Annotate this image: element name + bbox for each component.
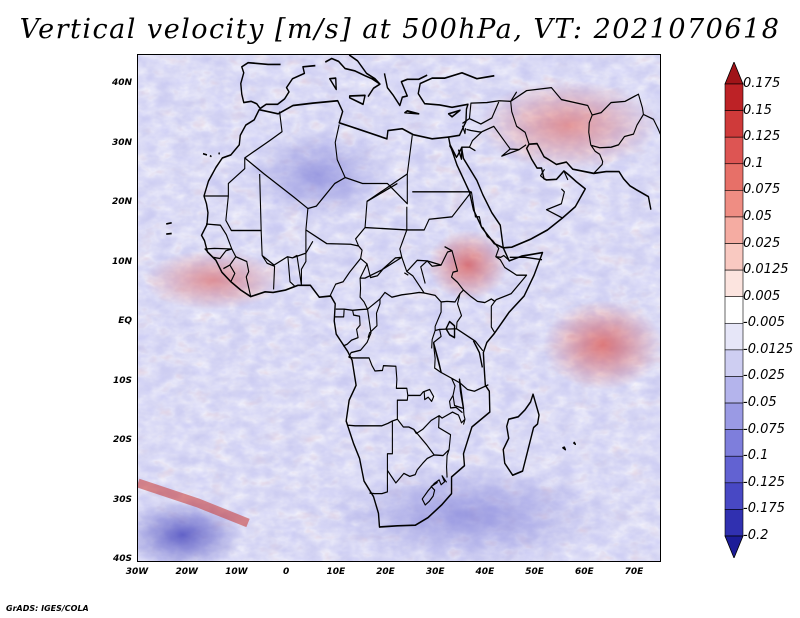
longitude-label: 20W [175,567,198,577]
latitude-label: 40N [111,78,132,88]
colorbar-segment [724,429,744,457]
colorbar-label: 0.175 [743,76,781,91]
colorbar-bottom-arrow [724,535,744,558]
colorbar-segment [724,455,744,484]
longitude-label: 50E [525,567,544,577]
colorbar-label: -0.005 [743,315,785,331]
country-borders [203,87,660,506]
colorbar-label: 0.025 [743,235,781,251]
colorbar-label: -0.175 [743,501,785,517]
colorbar-label: -0.075 [743,421,785,437]
colorbar-segment [724,322,744,351]
latitude-label: 40S [112,554,132,564]
colorbar-label: -0.025 [743,368,785,384]
longitude-label: 40E [475,567,495,577]
colorbar-label: 0.075 [743,182,781,198]
coastlines [166,55,652,528]
colorbar-segment [724,296,744,324]
ascent-area-west-africa [143,250,283,310]
colorbar-label: 0.1 [743,155,764,171]
grads-credit: GrADS: IGES/COLA [6,604,89,613]
colorbar-segment [724,190,744,218]
colorbar-label: -0.1 [743,448,769,464]
descent-area-south-indian [328,465,608,561]
colorbar-segment [724,110,744,138]
longitude-label: 0 [282,567,290,577]
colorbar-segment [724,482,744,510]
longitude-label: 60E [574,567,594,577]
latitude-label: 30N [111,137,132,148]
longitude-label: 20E [376,567,395,577]
colorbar-label: -0.0125 [743,341,794,357]
colorbar-segment [724,509,744,537]
longitude-label: 10E [326,567,346,577]
vertical-velocity-field [138,55,660,561]
colorbar-label: 0.15 [743,102,772,118]
colorbar-label: -0.125 [743,474,785,490]
colorbar-segment [724,83,744,111]
colorbar-segment [724,402,744,430]
ascent-area-indian-ocean [543,300,660,390]
map-panel[interactable] [137,54,661,562]
map-title: Vertical velocity [m/s] at 500hPa, VT: 2… [19,14,781,45]
colorbar-label: -0.05 [743,395,777,411]
colorbar-segment [724,216,744,244]
latitude-label: EQ [118,316,132,326]
colorbar-segment [724,376,744,404]
descent-area-sahara [248,130,388,220]
colorbar-segment [724,243,744,271]
longitude-label: 30W [125,567,149,577]
latitude-label: 20S [112,435,132,445]
longitude-label: 70E [624,567,644,577]
colorbar [724,62,744,558]
longitude-label: 30E [425,567,445,577]
colorbar-segment [724,269,744,298]
latitude-label: 30S [112,494,132,505]
colorbar-segment [724,349,744,377]
colorbar-label: 0.0125 [743,262,789,278]
colorbar-label: 0.005 [743,288,781,304]
latitude-label: 10N [111,256,132,267]
colorbar-segment [724,163,744,191]
ascent-band-south-atlantic [138,478,250,528]
colorbar-label: -0.2 [743,528,769,543]
colorbar-label: 0.05 [743,208,772,224]
ascent-area-middle-east [478,80,658,170]
colorbar-top-arrow [724,62,744,85]
latitude-label: 20N [111,197,132,207]
ascent-area-ethiopia [428,230,508,300]
latitude-label: 10S [112,375,132,386]
colorbar-segment [724,136,744,165]
colorbar-label: 0.125 [743,129,781,145]
longitude-label: 10W [225,567,248,577]
